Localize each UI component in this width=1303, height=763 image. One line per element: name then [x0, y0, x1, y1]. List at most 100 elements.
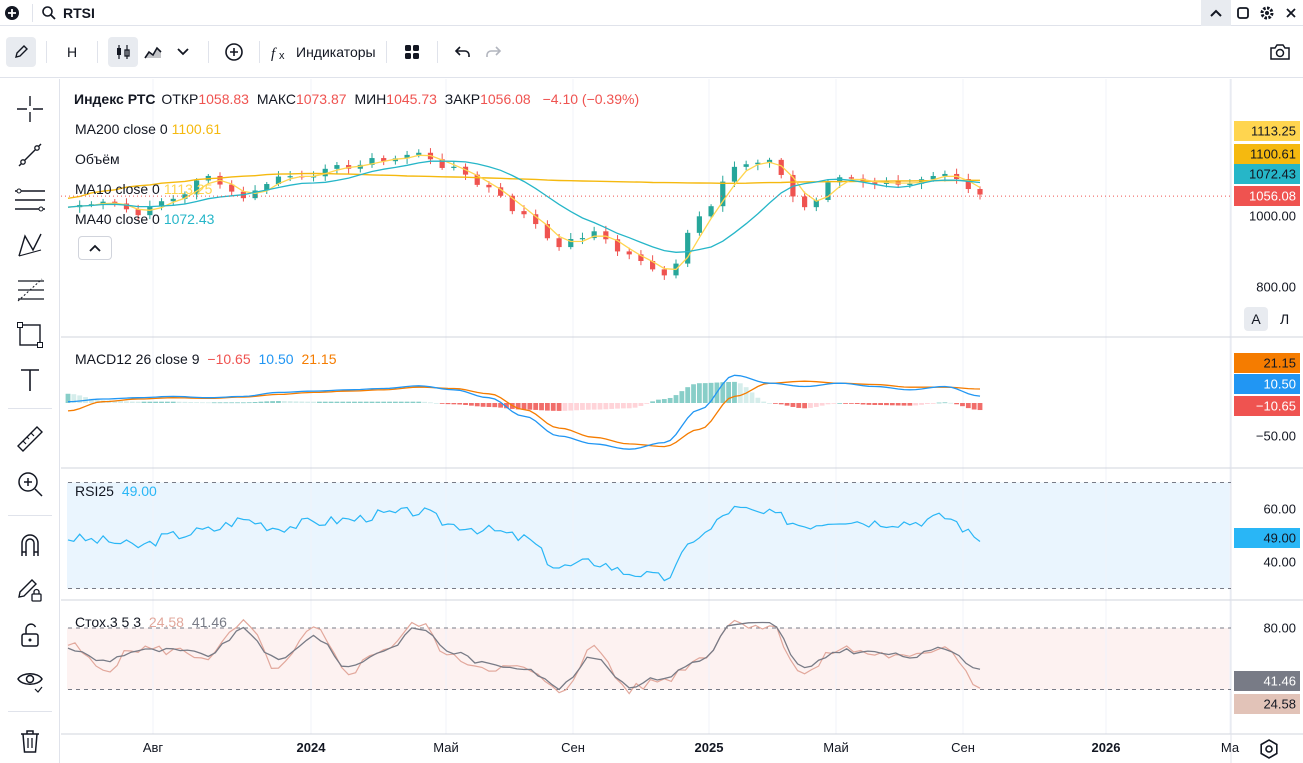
- crosshair-tool[interactable]: [12, 91, 48, 127]
- high-label: МАКС: [256, 91, 296, 107]
- macd-bar: [749, 392, 755, 403]
- rsi-value-tag: 49.00: [1234, 528, 1300, 548]
- ruler-tool[interactable]: [12, 421, 48, 457]
- fib-tool[interactable]: [12, 182, 48, 218]
- candle: [825, 179, 831, 203]
- candle: [299, 170, 305, 180]
- macd-bar: [77, 395, 83, 403]
- macd-bar: [322, 401, 328, 403]
- stoch-d-tag: 41.46: [1234, 671, 1300, 691]
- instrument-name[interactable]: Индекс РТС: [74, 91, 156, 107]
- close-icon: [1286, 8, 1296, 18]
- gear-icon: [1260, 6, 1274, 20]
- volume-legend[interactable]: Объём: [75, 151, 124, 167]
- window-controls: [1201, 0, 1303, 26]
- trend-line-tool[interactable]: [12, 137, 48, 173]
- candle: [802, 191, 808, 211]
- stoch-legend[interactable]: Стох.3 5 3 24.58 41.46: [75, 614, 231, 630]
- pattern-tool[interactable]: [12, 227, 48, 263]
- macd-bar: [258, 401, 264, 403]
- rsi-tick-60: 60.00: [1263, 502, 1296, 517]
- draw-mode-button[interactable]: [6, 36, 36, 67]
- shapes-tool[interactable]: [12, 317, 48, 353]
- interval-button[interactable]: H: [66, 43, 78, 60]
- ma200-legend[interactable]: MA200 close 0 1100.61: [75, 121, 225, 137]
- ma10-legend[interactable]: MA10 close 0 1113.25: [75, 181, 216, 197]
- stoch-band: [67, 628, 1231, 690]
- eye-icon: [17, 673, 43, 693]
- rsi-label: RSI25: [75, 483, 114, 499]
- ma40-legend[interactable]: MA40 close 0 1072.43: [75, 211, 218, 227]
- macd-bar: [615, 403, 620, 409]
- candle: [626, 247, 632, 260]
- chart-canvas[interactable]: Авг 2024 Май Сен 2025 Май Сен 2026 Ма 1113.25 110…: [61, 79, 1303, 763]
- symbol-name[interactable]: RTSI: [63, 4, 95, 21]
- macd-bar: [445, 403, 451, 405]
- log-scale-button[interactable]: Л: [1280, 311, 1290, 327]
- collapse-button[interactable]: [1201, 0, 1231, 26]
- area-style-button[interactable]: [138, 37, 168, 67]
- divider: [208, 40, 209, 63]
- macd-bar: [603, 403, 609, 410]
- layouts-button[interactable]: [397, 37, 427, 67]
- macd-bar: [141, 401, 147, 403]
- macd-bar: [521, 403, 527, 410]
- candle: [194, 178, 200, 200]
- macd-bar: [170, 401, 176, 403]
- delete-tool[interactable]: [12, 723, 48, 759]
- macd-bar: [819, 403, 825, 406]
- high-value: 1073.87: [295, 91, 347, 107]
- low-label: МИН: [354, 91, 387, 107]
- candle: [579, 232, 586, 245]
- rectangle-icon: [17, 322, 43, 348]
- macd-bar: [702, 383, 708, 403]
- zoom-tool[interactable]: [12, 466, 48, 502]
- lock-tool[interactable]: [12, 617, 48, 653]
- candle: [965, 173, 971, 194]
- chart-type-dropdown[interactable]: [168, 37, 198, 67]
- ma200-price-tag: 1100.61: [1234, 144, 1300, 164]
- macd-bar: [924, 403, 930, 404]
- x-tick-label: 2026: [1092, 740, 1121, 755]
- candles-style-button[interactable]: [108, 36, 138, 67]
- macd-bar: [498, 403, 504, 408]
- svg-text:1056.08: 1056.08: [1249, 189, 1296, 204]
- auto-scale-button[interactable]: A: [1244, 307, 1268, 331]
- macd-bar: [848, 403, 854, 404]
- candle: [334, 162, 340, 175]
- text-tool[interactable]: [12, 362, 48, 398]
- redo-button[interactable]: [478, 37, 508, 67]
- chart-settings-button[interactable]: [1258, 738, 1280, 763]
- macd-bar: [124, 401, 129, 403]
- redo-icon: [485, 45, 501, 57]
- screenshot-button[interactable]: [1265, 37, 1295, 67]
- rsi-legend[interactable]: RSI25 49.00: [75, 483, 161, 499]
- undo-button[interactable]: [448, 37, 478, 67]
- compare-button[interactable]: [219, 37, 249, 67]
- macd-bar: [71, 394, 77, 403]
- divider: [259, 40, 260, 63]
- x-tick-label: 2024: [297, 740, 327, 755]
- legend-collapse-button[interactable]: [78, 236, 112, 260]
- close-button[interactable]: [1279, 0, 1303, 26]
- settings-button[interactable]: [1255, 0, 1279, 26]
- macd-bar: [316, 401, 322, 403]
- svg-text:f: f: [271, 46, 277, 61]
- ma40-label: MA40 close 0: [75, 211, 160, 227]
- macd-bar: [457, 403, 463, 405]
- projection-tool[interactable]: [12, 272, 48, 308]
- add-symbol-button[interactable]: [0, 1, 24, 25]
- macd-bar: [556, 403, 562, 411]
- visibility-tool[interactable]: [12, 662, 48, 698]
- macd-bar: [544, 403, 550, 411]
- macd-bar: [843, 403, 848, 404]
- maximize-button[interactable]: [1231, 0, 1255, 26]
- magnet-tool[interactable]: [12, 527, 48, 563]
- candle: [977, 186, 983, 200]
- macd-legend[interactable]: MACD12 26 close 9 −10.65 10.50 21.15: [75, 351, 341, 367]
- macd-bar: [147, 401, 153, 403]
- unlock-icon: [21, 623, 39, 647]
- lock-drawings-tool[interactable]: [12, 572, 48, 608]
